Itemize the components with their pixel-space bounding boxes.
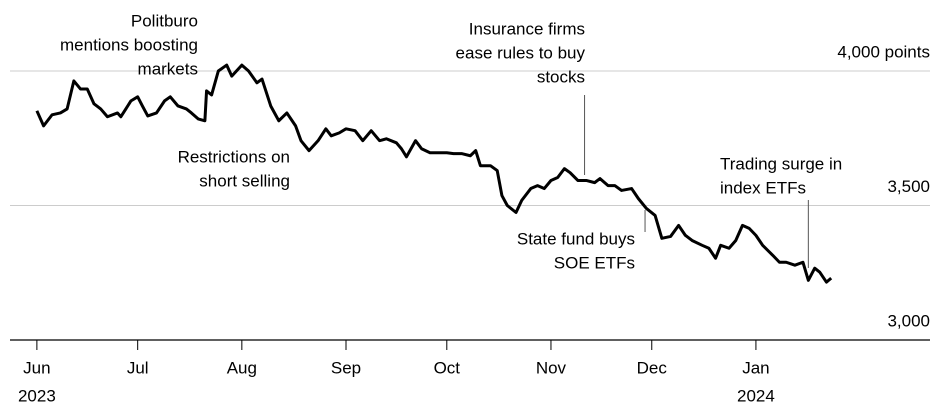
year-label: 2023 [18, 386, 56, 405]
x-tick-label: Dec [637, 358, 668, 377]
x-tick-label: Aug [227, 358, 257, 377]
annotation: State fund buys [517, 229, 635, 248]
annotation: short selling [199, 171, 290, 190]
x-tick-label: Jan [742, 358, 769, 377]
annotation: Restrictions on [178, 147, 290, 166]
annotation: mentions boosting [60, 35, 198, 54]
annotation: Politburo [131, 11, 198, 30]
x-tick-label: Jul [127, 358, 149, 377]
year-label: 2024 [737, 386, 775, 405]
price-line [35, 63, 833, 284]
annotation: index ETFs [720, 178, 806, 197]
x-tick-label: Nov [536, 358, 567, 377]
annotation: ease rules to buy [456, 43, 586, 62]
annotation: Insurance firms [469, 19, 585, 38]
y-tick-label: 3,500 [887, 177, 930, 196]
y-tick-label: 3,000 [887, 311, 930, 330]
annotation: SOE ETFs [554, 253, 635, 272]
annotation: markets [138, 59, 198, 78]
x-tick-label: Oct [434, 358, 461, 377]
annotation: stocks [537, 67, 585, 86]
x-tick-label: Sep [331, 358, 361, 377]
x-tick-label: Jun [23, 358, 50, 377]
annotation: Trading surge in [720, 154, 842, 173]
y-tick-label: 4,000 points [837, 42, 930, 61]
